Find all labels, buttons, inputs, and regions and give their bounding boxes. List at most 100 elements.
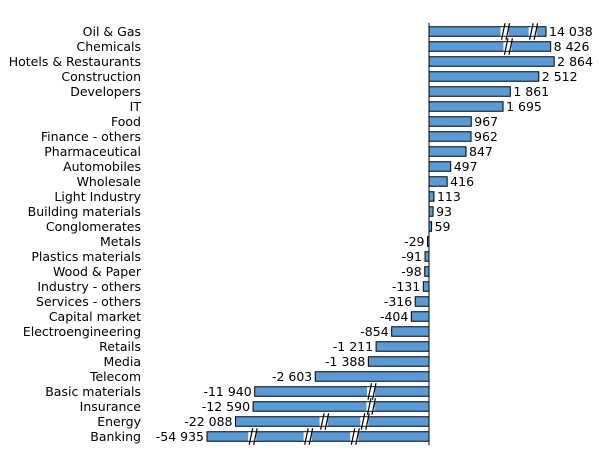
- bar: [428, 131, 472, 142]
- value-label: 497: [454, 159, 478, 174]
- bar: [314, 371, 430, 382]
- value-label: -22 088: [184, 414, 232, 429]
- axis-break-gap: [500, 27, 509, 36]
- value-label: -131: [392, 279, 420, 294]
- value-label: 967: [474, 114, 498, 129]
- category-label: Finance - others: [41, 129, 141, 144]
- value-label: 8 426: [554, 39, 590, 54]
- value-label: 1 695: [506, 99, 542, 114]
- category-label: IT: [130, 99, 142, 114]
- bar: [391, 326, 430, 337]
- value-label: -91: [402, 249, 422, 264]
- axis-break-mark: [371, 398, 377, 415]
- axis-breaks-layer: [248, 23, 539, 445]
- category-label: Chemicals: [76, 39, 141, 54]
- category-label: Capital market: [49, 309, 141, 324]
- category-label: Energy: [97, 414, 141, 429]
- value-label: -316: [384, 294, 412, 309]
- axis-break-gap: [360, 417, 369, 426]
- bar: [428, 206, 434, 217]
- bar: [428, 191, 435, 202]
- axis-break-gap: [528, 27, 537, 36]
- category-label: Construction: [61, 69, 141, 84]
- axis-break-mark: [503, 38, 509, 55]
- category-label: Media: [103, 354, 141, 369]
- bar: [410, 311, 430, 322]
- axis-break-mark: [248, 428, 254, 445]
- value-label: 962: [474, 129, 498, 144]
- axis-break-mark: [365, 413, 370, 430]
- bar: [254, 386, 430, 397]
- bar: [428, 86, 511, 97]
- category-label: Building materials: [28, 204, 141, 219]
- bar: [234, 416, 430, 427]
- category-label: Wholesale: [77, 174, 142, 189]
- bar: [428, 101, 504, 112]
- axis-break-mark: [500, 23, 506, 40]
- value-label: -1 211: [333, 339, 373, 354]
- category-label: Food: [111, 114, 141, 129]
- category-label: Pharmaceutical: [44, 144, 141, 159]
- bar: [428, 161, 452, 172]
- axis-break-mark: [350, 428, 356, 445]
- category-label: Insurance: [80, 399, 142, 414]
- axis-break-mark: [355, 428, 360, 445]
- category-label: Services - others: [36, 294, 141, 309]
- category-label: Oil & Gas: [83, 24, 141, 39]
- axis-break-mark: [360, 413, 366, 430]
- value-label: 416: [450, 174, 474, 189]
- axis-break-gap: [319, 417, 328, 426]
- category-label: Hotels & Restaurants: [9, 54, 141, 69]
- value-label: 93: [436, 204, 452, 219]
- category-label: Light Industry: [54, 189, 141, 204]
- bar: [422, 281, 430, 292]
- axis-break-gap: [503, 42, 512, 51]
- bar: [428, 41, 552, 52]
- bar: [428, 71, 540, 82]
- axis-break-gap: [303, 432, 312, 441]
- value-label: -1 388: [325, 354, 365, 369]
- bar: [428, 146, 467, 157]
- bar: [428, 56, 555, 67]
- bar: [206, 431, 430, 442]
- value-label: 2 512: [542, 69, 578, 84]
- value-label: -98: [401, 264, 421, 279]
- bar: [375, 341, 430, 352]
- bar: [424, 251, 430, 262]
- value-label: -12 590: [202, 399, 250, 414]
- category-label: Conglomerates: [46, 219, 141, 234]
- value-label: 847: [469, 144, 493, 159]
- axis-break-mark: [320, 413, 325, 430]
- axis-break-mark: [324, 413, 330, 430]
- value-label: -404: [380, 309, 408, 324]
- value-label: 59: [435, 219, 451, 234]
- category-label: Basic materials: [45, 384, 141, 399]
- category-label: Banking: [90, 429, 141, 444]
- value-label: 113: [437, 189, 461, 204]
- category-label: Telecom: [89, 369, 141, 384]
- axis-break-mark: [366, 398, 372, 415]
- value-label: -854: [360, 324, 388, 339]
- axis-break-gap: [366, 402, 375, 411]
- value-label: -29: [404, 234, 424, 249]
- axis-break-mark: [508, 38, 514, 55]
- value-label: 1 861: [513, 84, 549, 99]
- value-label: -54 935: [156, 429, 204, 444]
- category-label: Electroengineering: [23, 324, 141, 339]
- category-label: Plastics materials: [31, 249, 141, 264]
- labels-layer: Oil & Gas 14 038 Chemicals 8 426 Hotels & Re…: [9, 24, 593, 444]
- axis-break-mark: [304, 428, 309, 445]
- category-label: Metals: [100, 234, 141, 249]
- axis-break-mark: [253, 428, 258, 445]
- category-label: Retails: [99, 339, 141, 354]
- bars-layer: [206, 26, 555, 442]
- axis-break-gap: [248, 432, 257, 441]
- bar: [424, 266, 430, 277]
- axis-break-mark: [308, 428, 314, 445]
- bar: [252, 401, 430, 412]
- axis-break-mark: [533, 23, 539, 40]
- category-label: Automobiles: [63, 159, 141, 174]
- bar: [428, 116, 472, 127]
- value-label: 14 038: [549, 24, 593, 39]
